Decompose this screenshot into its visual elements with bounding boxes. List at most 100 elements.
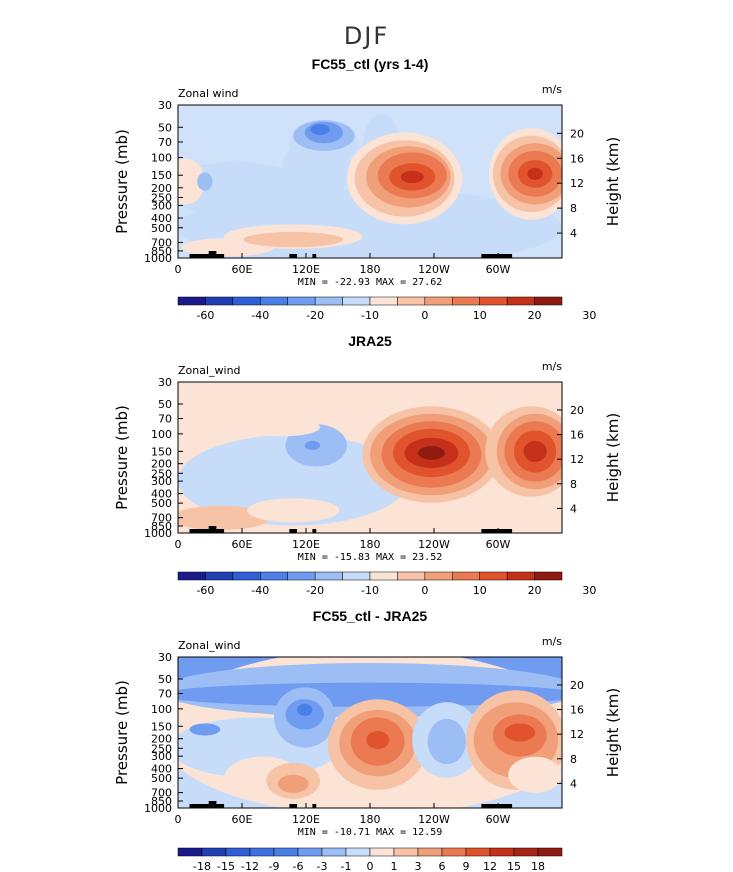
contour-fill [527, 167, 543, 180]
colorbar-swatch [225, 847, 251, 857]
pressure-tick-label: 50 [158, 398, 172, 411]
contour-fill [508, 756, 562, 793]
contour-fill [178, 434, 409, 526]
colorbar-swatch [369, 571, 398, 581]
colorbar-label: -40 [251, 309, 269, 322]
colorbar-swatch [465, 847, 491, 857]
x-tick-label: 180 [360, 263, 381, 276]
colorbar-swatch [489, 847, 515, 857]
colorbar-swatch [452, 571, 480, 581]
x-tick-label: 60W [486, 813, 511, 826]
orography-bar [481, 529, 513, 533]
pressure-tick-label: 500 [151, 497, 172, 510]
x-tick-label: 0 [175, 813, 182, 826]
colorbar-swatch [534, 571, 563, 581]
colorbar-label: 0 [367, 860, 374, 872]
panel-title: JRA25 [348, 333, 392, 349]
pressure-tick-label: 850 [151, 795, 172, 808]
height-tick-label: 20 [570, 404, 584, 417]
contour-fill [310, 124, 330, 135]
colorbar-swatch [513, 847, 539, 857]
pressure-tick-label: 150 [151, 720, 172, 733]
pressure-tick-label: 700 [151, 512, 172, 525]
colorbar-label: -9 [269, 860, 280, 872]
colorbar-label: 18 [531, 860, 545, 872]
colorbar-swatch [314, 571, 343, 581]
pressure-tick-label: 300 [151, 475, 172, 488]
colorbar-swatch [342, 571, 371, 581]
orography-bar [481, 254, 513, 258]
y-axis-title: Pressure (mb) [113, 129, 131, 234]
variable-label: Zonal wind [178, 87, 239, 100]
pressure-tick-label: 250 [151, 192, 172, 205]
pressure-tick-label: 200 [151, 733, 172, 746]
page-title: DJF [343, 22, 390, 50]
colorbar-label: -12 [241, 860, 259, 872]
colorbar-swatch [397, 296, 426, 306]
pressure-tick-label: 100 [151, 428, 172, 441]
contour-fill [277, 774, 309, 793]
colorbar-label: 30 [582, 309, 596, 322]
colorbar-swatch [287, 571, 316, 581]
colorbar-swatch [534, 296, 563, 306]
colorbar-swatch [417, 847, 443, 857]
colorbar-label: 0 [421, 584, 428, 597]
y2-axis-title: Height (km) [604, 413, 622, 502]
orography-bar [312, 529, 317, 533]
panel-title: FC55_ctl (yrs 1-4) [312, 56, 429, 72]
x-tick-label: 120W [418, 263, 450, 276]
height-tick-label: 16 [570, 152, 584, 165]
colorbar-swatch [177, 296, 206, 306]
colorbar-swatch [397, 571, 426, 581]
variable-label: Zonal_wind [178, 364, 241, 377]
height-tick-label: 8 [570, 753, 577, 766]
x-tick-label: 120E [292, 263, 320, 276]
contour-field [178, 657, 562, 808]
contour-fill [247, 498, 340, 523]
x-tick-label: 120W [418, 813, 450, 826]
pressure-tick-label: 100 [151, 703, 172, 716]
colorbar-swatch [479, 296, 508, 306]
height-tick-label: 4 [570, 502, 577, 515]
height-tick-label: 8 [570, 202, 577, 215]
pressure-tick-label: 1000 [144, 527, 172, 540]
contour-panel-1: FC55_ctl (yrs 1-4)Zonal wind m/s305070100… [113, 56, 622, 322]
min-max-stats: MIN = -10.71 MAX = 12.59 [298, 827, 443, 838]
colorbar-label: 20 [528, 309, 542, 322]
colorbar-label: -60 [196, 309, 214, 322]
contour-field [178, 382, 562, 533]
pressure-tick-label: 300 [151, 199, 172, 212]
colorbar-swatch [314, 296, 343, 306]
x-tick-label: 120E [292, 538, 320, 551]
colorbar-swatch [201, 847, 227, 857]
x-tick-label: 60E [232, 263, 253, 276]
pressure-tick-label: 50 [158, 121, 172, 134]
y2-axis-title: Height (km) [604, 688, 622, 777]
height-tick-label: 16 [570, 429, 584, 442]
panel-title: FC55_ctl - JRA25 [313, 608, 428, 624]
colorbar-label: 9 [463, 860, 470, 872]
pressure-tick-label: 30 [158, 99, 172, 112]
colorbar-label: 30 [582, 584, 596, 597]
colorbar-swatch [424, 571, 453, 581]
contour-field [178, 105, 562, 258]
colorbar-label: -1 [341, 860, 352, 872]
height-tick-label: 8 [570, 478, 577, 491]
pressure-tick-label: 850 [151, 520, 172, 533]
units-label: m/s [542, 83, 562, 96]
pressure-tick-label: 700 [151, 236, 172, 249]
colorbar-swatch [537, 847, 563, 857]
height-tick-label: 16 [570, 704, 584, 717]
colorbar-swatch [249, 847, 275, 857]
orography-bar [289, 529, 298, 533]
orography-bar [289, 254, 298, 258]
colorbar-swatch [177, 571, 206, 581]
orography-peak [208, 526, 217, 533]
colorbar-swatch [260, 571, 288, 581]
colorbar-label: 10 [473, 584, 487, 597]
contour-fill [281, 138, 351, 200]
colorbar-swatch [232, 571, 261, 581]
colorbar-swatch [424, 296, 453, 306]
pressure-tick-label: 500 [151, 222, 172, 235]
